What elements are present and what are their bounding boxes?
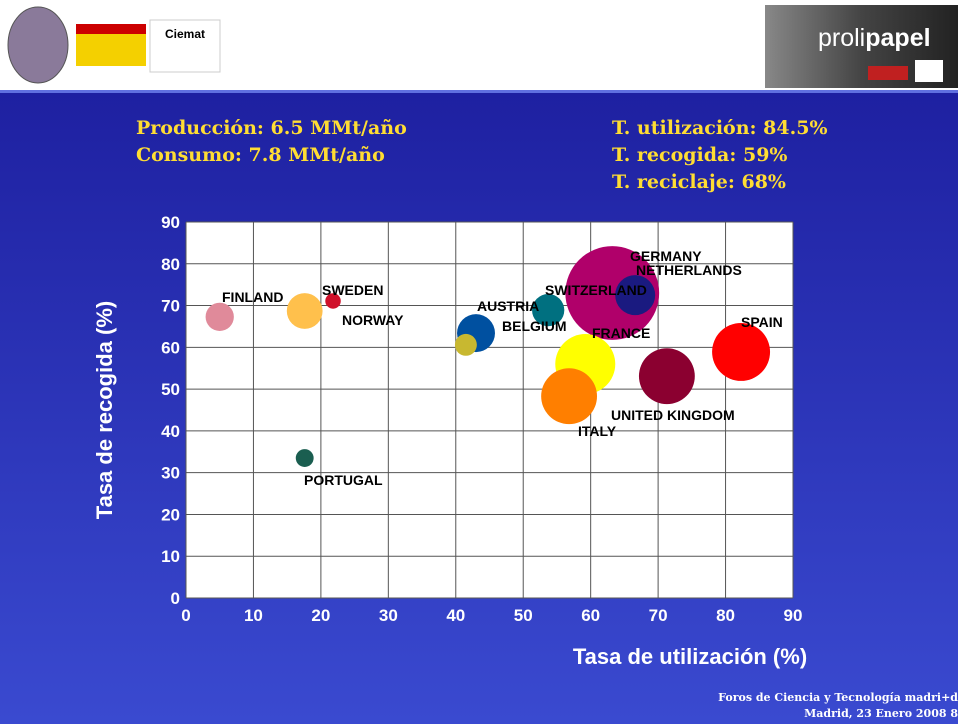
x-tick-label: 0 bbox=[181, 606, 190, 625]
point-label: UNITED KINGDOM bbox=[611, 407, 735, 423]
point-label: NORWAY bbox=[342, 312, 404, 328]
y-tick-label: 30 bbox=[161, 464, 180, 483]
y-tick-label: 90 bbox=[161, 213, 180, 232]
bubble bbox=[287, 293, 323, 329]
x-tick-label: 10 bbox=[244, 606, 263, 625]
x-tick-label: 40 bbox=[446, 606, 465, 625]
y-tick-label: 20 bbox=[161, 505, 180, 524]
stat: T. utilización: 84.5% bbox=[612, 117, 828, 139]
x-tick-label: 50 bbox=[514, 606, 533, 625]
bubble bbox=[455, 334, 477, 356]
stat: T. recogida: 59% bbox=[612, 144, 787, 166]
y-tick-label: 0 bbox=[171, 589, 180, 608]
x-axis-title: Tasa de utilización (%) bbox=[573, 644, 807, 669]
point-label: FRANCE bbox=[592, 325, 650, 341]
x-tick-label: 30 bbox=[379, 606, 398, 625]
x-tick-label: 80 bbox=[716, 606, 735, 625]
y-tick-label: 40 bbox=[161, 422, 180, 441]
x-tick-label: 70 bbox=[649, 606, 668, 625]
stat: Consumo: 7.8 MMt/año bbox=[136, 144, 385, 166]
y-tick-label: 80 bbox=[161, 255, 180, 274]
stat: Producción: 6.5 MMt/año bbox=[136, 117, 407, 139]
logo-text: prolipapel bbox=[818, 24, 931, 52]
y-tick-label: 50 bbox=[161, 380, 180, 399]
x-tick-label: 20 bbox=[311, 606, 330, 625]
stat: T. reciclaje: 68% bbox=[612, 171, 786, 193]
point-label: FINLAND bbox=[222, 289, 283, 305]
point-label: SWITZERLAND bbox=[545, 282, 647, 298]
bubble bbox=[296, 449, 314, 467]
x-tick-label: 90 bbox=[784, 606, 803, 625]
y-tick-label: 60 bbox=[161, 338, 180, 357]
point-label: ITALY bbox=[578, 423, 617, 439]
point-label: SWEDEN bbox=[322, 282, 383, 298]
bubble bbox=[712, 323, 770, 381]
slide: Ciemat prolipapel Producción: 6.5 MMt/añ… bbox=[0, 0, 958, 724]
x-tick-label: 60 bbox=[581, 606, 600, 625]
point-label: NETHERLANDS bbox=[636, 262, 742, 278]
bubble bbox=[639, 348, 695, 404]
y-tick-label: 70 bbox=[161, 297, 180, 316]
logo-right: prolipapel bbox=[765, 5, 958, 88]
y-tick-label: 10 bbox=[161, 547, 180, 566]
logo-text: Ciemat bbox=[165, 27, 205, 41]
header-rule bbox=[0, 90, 958, 93]
point-label: PORTUGAL bbox=[304, 472, 383, 488]
footer: Foros de Ciencia y Tecnología madri+d bbox=[718, 691, 958, 704]
point-label: BELGIUM bbox=[502, 318, 567, 334]
point-label: AUSTRIA bbox=[477, 298, 539, 314]
y-axis-title: Tasa de recogida (%) bbox=[92, 301, 117, 519]
footer: Madrid, 23 Enero 2008 8 bbox=[804, 707, 958, 720]
bubble bbox=[541, 368, 597, 424]
point-label: SPAIN bbox=[741, 314, 783, 330]
bubble bbox=[206, 303, 234, 331]
